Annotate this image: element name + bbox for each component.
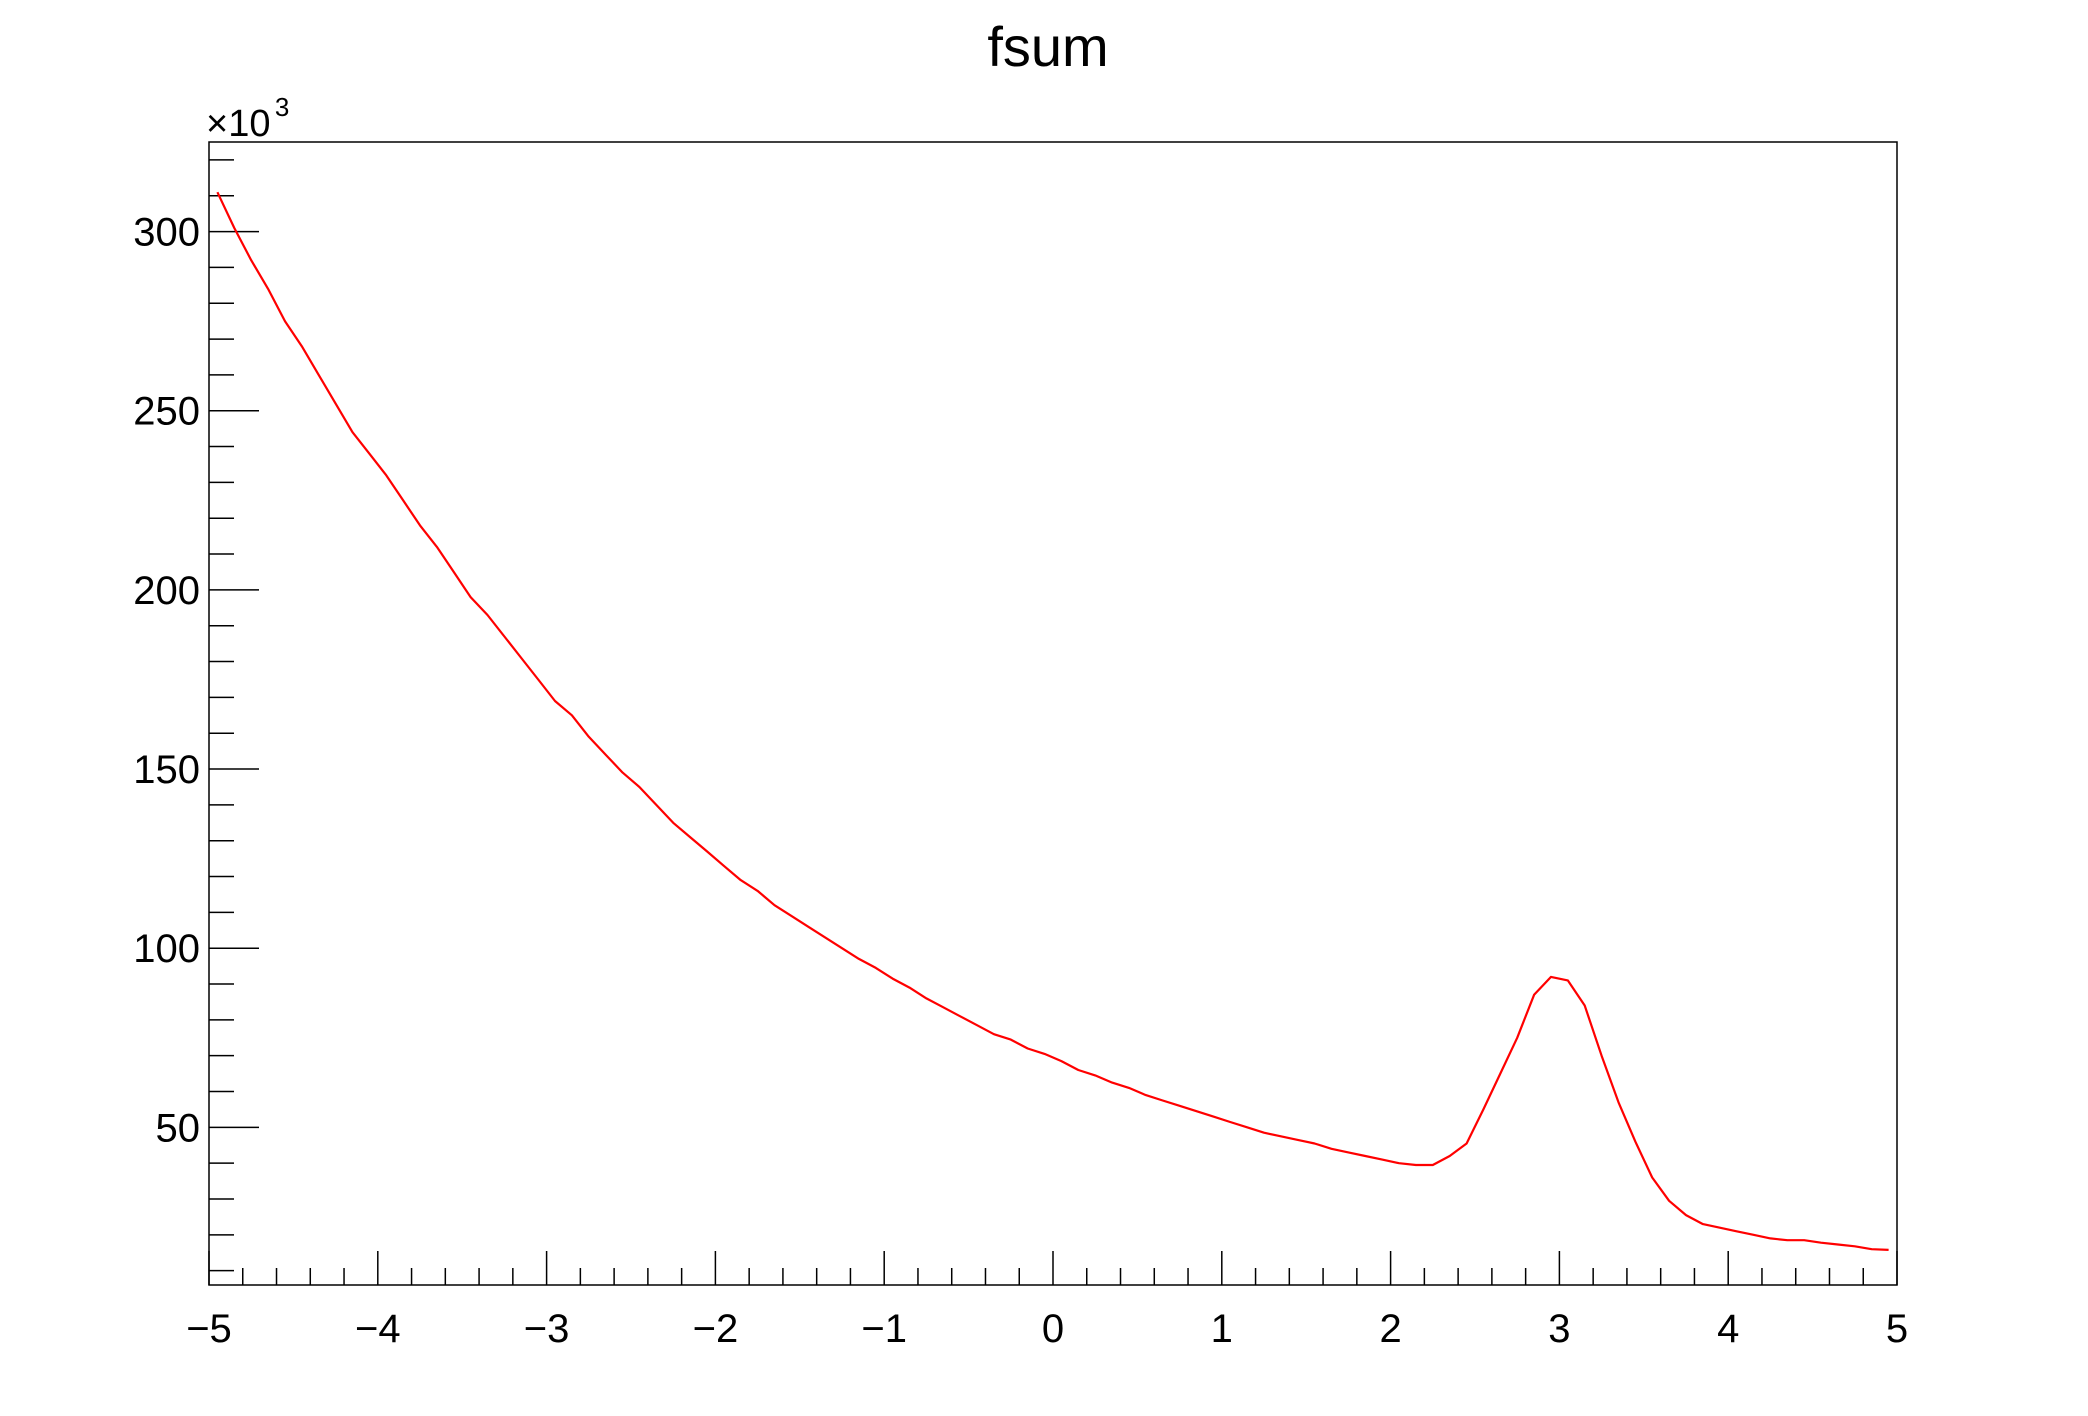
x-tick-label: −5 xyxy=(186,1307,232,1351)
series-layer xyxy=(216,191,1889,1251)
chart-title: fsum xyxy=(987,15,1108,78)
y-tick-label: 200 xyxy=(133,569,200,613)
x-tick-label: −2 xyxy=(693,1307,739,1351)
x-tick-label: 0 xyxy=(1042,1307,1064,1351)
y-axis-multiplier-exponent: 3 xyxy=(275,92,289,122)
x-tick-label: 1 xyxy=(1211,1307,1233,1351)
x-tick-label: −1 xyxy=(861,1307,907,1351)
x-tick-label: 4 xyxy=(1717,1307,1739,1351)
plot-frame xyxy=(208,141,1898,1286)
x-axis: −5 −4 −3 −2 −1 0 1 2 3 4 5 xyxy=(186,1251,1908,1351)
y-axis-multiplier-base: ×10 xyxy=(206,103,270,145)
y-tick-label: 100 xyxy=(133,927,200,971)
x-tick-label: 3 xyxy=(1548,1307,1570,1351)
series-line-fsum xyxy=(216,191,1889,1251)
y-axis-multiplier: ×10 3 xyxy=(206,92,289,145)
x-tick-label: 5 xyxy=(1886,1307,1908,1351)
y-tick-label: 150 xyxy=(133,748,200,792)
x-tick-label: −4 xyxy=(355,1307,401,1351)
y-tick-label: 250 xyxy=(133,390,200,434)
y-tick-label: 300 xyxy=(133,211,200,255)
y-axis: 50 100 150 200 250 300 xyxy=(133,159,259,1272)
y-tick-label: 50 xyxy=(156,1106,201,1150)
x-tick-label: −3 xyxy=(524,1307,570,1351)
x-tick-label: 2 xyxy=(1379,1307,1401,1351)
